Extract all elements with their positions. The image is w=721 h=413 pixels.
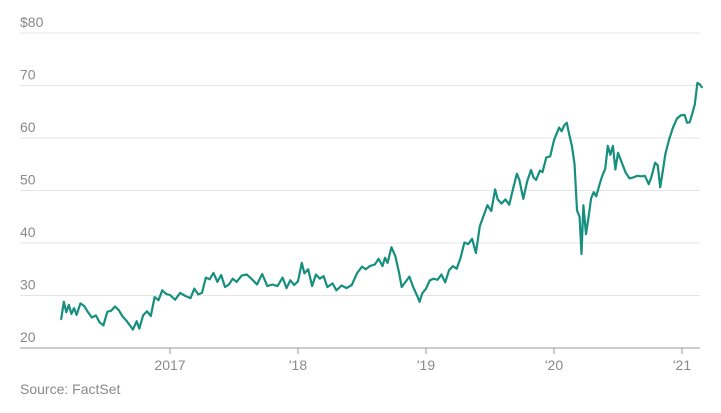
x-tick-label: '19 [417,357,435,373]
series-line [60,81,703,331]
x-axis-ticks [169,348,683,354]
y-tick-label: 50 [20,172,36,188]
series-group [60,81,703,331]
y-tick-label: 60 [20,119,36,135]
x-tick-label: '18 [289,357,307,373]
y-tick-label: $80 [20,14,44,30]
x-axis-labels: 2017 '18 '19 '20 '21 [154,357,691,373]
source-note: Source: FactSet [20,381,120,397]
y-tick-label: 30 [20,277,36,293]
y-axis-labels: $80 70 60 50 40 30 20 [20,14,44,345]
x-tick-label: 2017 [154,357,185,373]
y-tick-label: 20 [20,329,36,345]
y-tick-label: 70 [20,67,36,83]
y-tick-label: 40 [20,224,36,240]
grid-lines [20,32,700,296]
x-tick-label: '21 [673,357,691,373]
x-tick-label: '20 [545,357,563,373]
